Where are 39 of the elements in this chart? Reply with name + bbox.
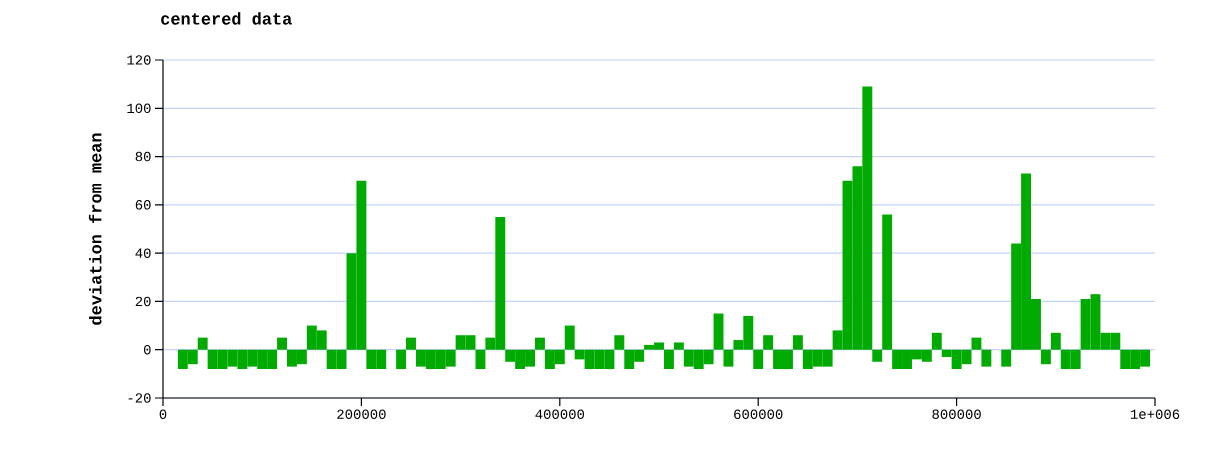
bar bbox=[753, 349, 764, 370]
bar bbox=[723, 349, 734, 367]
x-tick-label: 800000 bbox=[932, 409, 981, 419]
chart-title: centered data bbox=[161, 12, 292, 25]
bar bbox=[971, 337, 982, 350]
bar bbox=[931, 332, 942, 350]
bar bbox=[882, 214, 893, 350]
y-tick-label: 100 bbox=[127, 103, 151, 114]
bar bbox=[763, 335, 774, 350]
bar bbox=[663, 349, 674, 370]
x-tick-label: 200000 bbox=[337, 409, 386, 419]
bar bbox=[277, 337, 287, 350]
bar bbox=[406, 337, 416, 350]
y-axis-title: deviation from mean bbox=[88, 133, 102, 325]
y-tick-label: 20 bbox=[135, 296, 151, 307]
y-tick-label: 120 bbox=[127, 55, 151, 65]
bar bbox=[981, 349, 992, 367]
bar bbox=[713, 313, 724, 350]
y-tick-label: 0 bbox=[143, 344, 151, 355]
bar bbox=[475, 349, 486, 370]
bar bbox=[197, 337, 208, 350]
bar bbox=[673, 342, 684, 350]
y-tick-label: 60 bbox=[135, 200, 151, 210]
bar bbox=[872, 349, 883, 362]
y-tick-label: 80 bbox=[135, 151, 151, 162]
y-tick-label: -20 bbox=[128, 393, 151, 403]
x-tick-label: 1e+006 bbox=[1130, 409, 1180, 419]
bar bbox=[1001, 349, 1012, 367]
x-tick-label: 0 bbox=[159, 409, 167, 419]
x-tick-label: 400000 bbox=[535, 409, 585, 419]
bar bbox=[396, 349, 407, 370]
bar bbox=[792, 335, 803, 350]
bar bbox=[1050, 332, 1061, 350]
bar bbox=[564, 325, 575, 350]
y-tick-label: 40 bbox=[135, 248, 151, 258]
bar bbox=[1040, 349, 1051, 365]
x-tick-label: 600000 bbox=[734, 409, 783, 419]
bar bbox=[614, 335, 625, 350]
bar bbox=[535, 337, 545, 350]
